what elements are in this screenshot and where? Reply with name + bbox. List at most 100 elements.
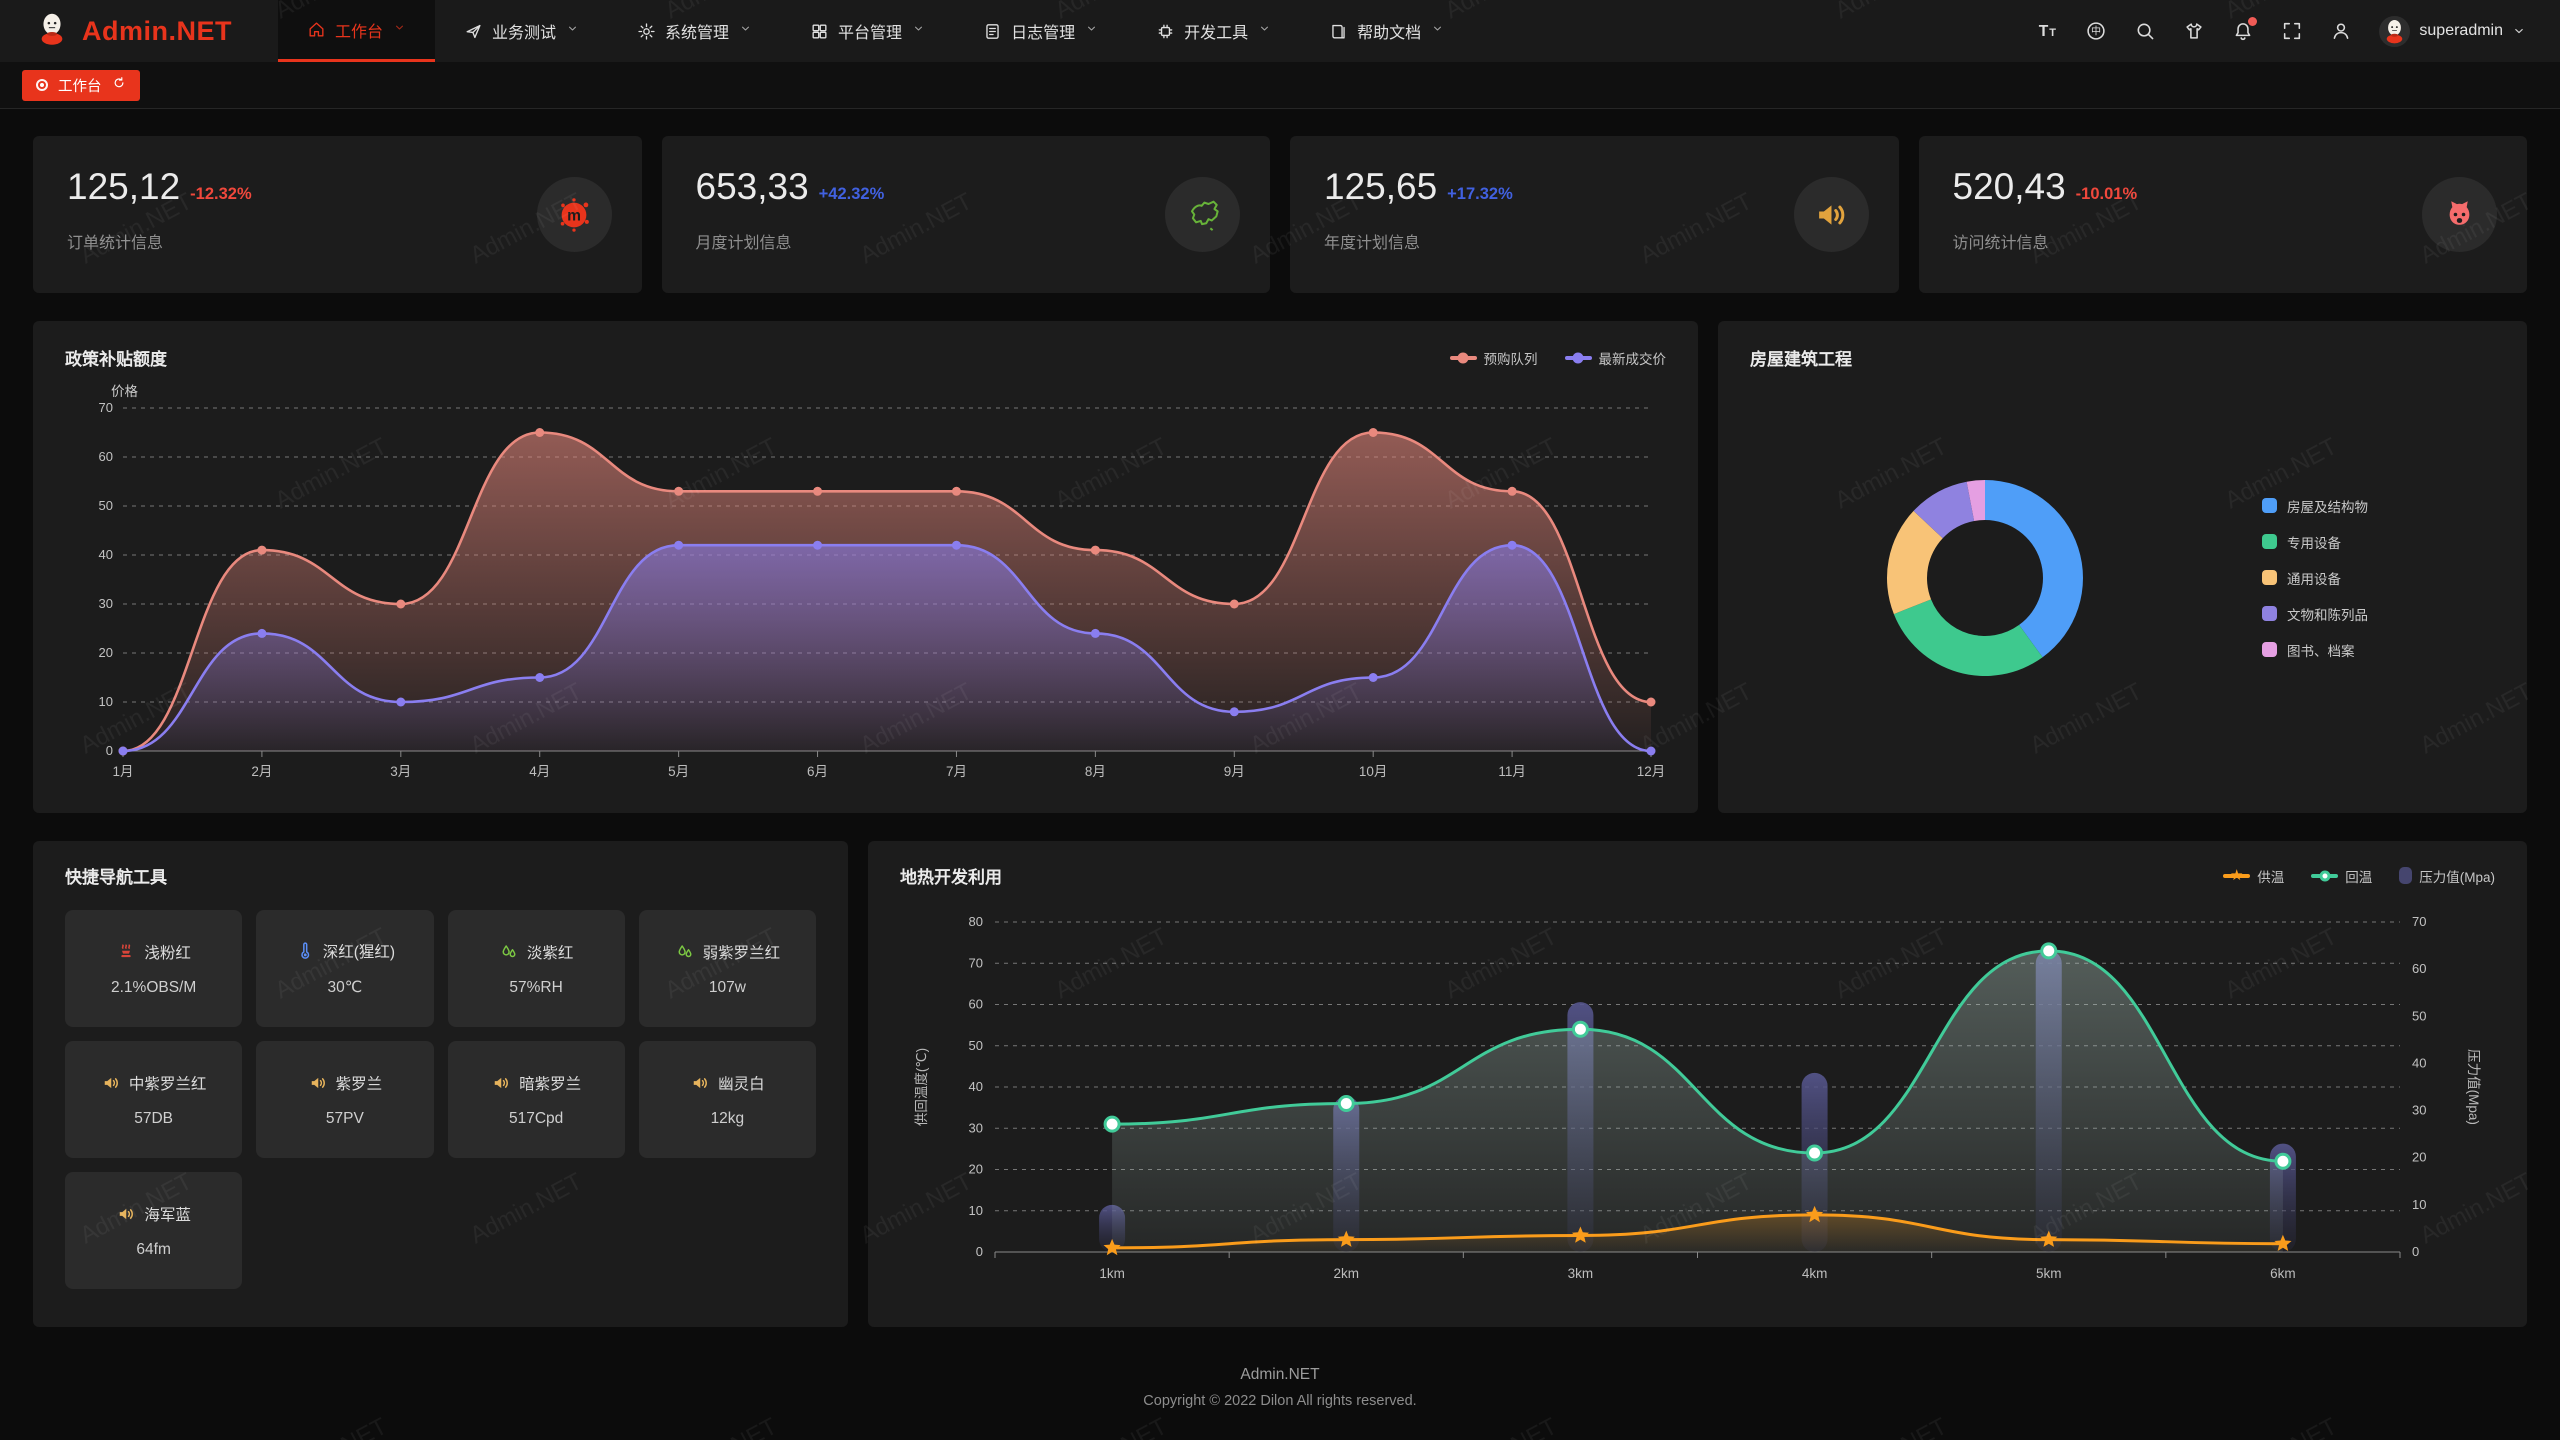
legend-item[interactable]: 专用设备: [2262, 532, 2368, 552]
svg-text:9月: 9月: [1224, 764, 1245, 778]
menu-item-label: 开发工具: [1184, 25, 1249, 42]
svg-text:中: 中: [2091, 24, 2101, 37]
donut-wrap: 房屋及结构物 专用设备通用设备文物和陈列品 图书、档案: [1750, 370, 2495, 785]
language-button[interactable]: 中: [2085, 20, 2107, 42]
refresh-icon[interactable]: [112, 76, 126, 94]
svg-text:3月: 3月: [390, 764, 411, 778]
stat-label: 月度计划信息: [695, 235, 792, 252]
nav-tool-button[interactable]: 淡紫红 57%RH: [447, 910, 625, 1027]
svg-text:10月: 10月: [1359, 764, 1388, 778]
user-menu[interactable]: superadmin: [2379, 15, 2526, 47]
nav-tool-label: 浅粉红: [144, 944, 191, 962]
nav-tool-button[interactable]: 浅粉红 2.1%OBS/M: [65, 910, 243, 1027]
bottom-row: 快捷导航工具 浅粉红 2.1%OBS/M 深红(猩红) 30℃ 淡紫红 57%RH 弱紫罗兰…: [33, 841, 2527, 1327]
penguin-logo-icon: [41, 13, 63, 45]
header-tools: T T 中 superadmin: [2036, 0, 2560, 62]
nav-tool-value: 2.1%OBS/M: [110, 978, 197, 996]
legend-item[interactable]: 房屋及结构物: [2262, 496, 2368, 516]
menu-item-label: 日志管理: [1011, 25, 1076, 42]
speaker-icon: [311, 1077, 325, 1088]
legend-item[interactable]: 回温: [2311, 866, 2372, 886]
area-chart-legend: 预购队列 最新成交价: [1449, 348, 1666, 368]
legend-item[interactable]: ★ 供温: [2223, 866, 2284, 886]
legend-item[interactable]: 最新成交价: [1564, 348, 1666, 368]
menu-item-label: 系统管理: [665, 25, 730, 42]
theme-icon: [2186, 23, 2203, 39]
nav-tool-value: 57%RH: [509, 978, 563, 996]
svg-text:10: 10: [99, 694, 113, 709]
stat-delta: -12.32%: [190, 185, 252, 203]
svg-text:T: T: [2039, 23, 2049, 40]
book-icon: [1332, 24, 1345, 39]
stat-icon-circle: [1793, 177, 1869, 252]
svg-text:40: 40: [2412, 1055, 2426, 1070]
nav-tool-button[interactable]: 幽灵白 12kg: [638, 1041, 816, 1158]
menu-item-doc[interactable]: 日志管理: [954, 0, 1127, 62]
menu-item-grid[interactable]: 平台管理: [781, 0, 954, 62]
stat-icon-circle: [1165, 177, 1240, 252]
theme-button[interactable]: [2183, 20, 2205, 42]
svg-text:20: 20: [2412, 1150, 2426, 1165]
notification-badge: [2248, 17, 2258, 26]
legend-item[interactable]: 预购队列: [1449, 348, 1538, 368]
brand[interactable]: Admin.NET: [0, 0, 278, 62]
stat-delta: +42.32%: [818, 185, 885, 203]
nav-tool-label: 紫罗兰: [335, 1075, 383, 1093]
svg-text:10: 10: [969, 1203, 983, 1218]
fullscreen-button[interactable]: [2281, 20, 2303, 42]
svg-text:供回温度(℃): 供回温度(℃): [914, 1048, 929, 1126]
svg-text:m: m: [567, 207, 581, 224]
legend-item[interactable]: 通用设备: [2262, 568, 2368, 588]
svg-text:0: 0: [2412, 1244, 2419, 1259]
svg-text:20: 20: [969, 1162, 983, 1177]
nav-tool-button[interactable]: 暗紫罗兰 517Cpd: [447, 1041, 625, 1158]
chevron-icon: [1261, 26, 1269, 31]
svg-text:T: T: [2050, 27, 2057, 39]
menu-item-home[interactable]: 工作台: [278, 0, 436, 62]
send-icon: [466, 24, 481, 38]
tab-workbench[interactable]: 工作台: [22, 69, 140, 101]
menu-item-label: 业务测试: [492, 25, 557, 42]
menu-item-send[interactable]: 业务测试: [435, 0, 608, 62]
nav-tool-button[interactable]: 弱紫罗兰红 107w: [638, 910, 816, 1027]
svg-text:1月: 1月: [112, 764, 133, 778]
nav-tool-button[interactable]: 海军蓝 64fm: [65, 1172, 243, 1289]
water-drops-icon: [502, 944, 516, 957]
charts-row: 政策补贴额度 预购队列 最新成交价 0 10 20 30 40 50 60 70 价格 1月 2月 3月…: [33, 321, 2527, 813]
nav-tool-label: 淡紫红: [526, 944, 574, 962]
person-button[interactable]: [2330, 20, 2352, 42]
nav-tool-value: 64fm: [136, 1240, 171, 1258]
svg-text:4月: 4月: [529, 764, 550, 778]
stat-label: 访问统计信息: [1952, 235, 2049, 252]
svg-text:7月: 7月: [946, 764, 967, 778]
china-map-icon: [1190, 200, 1219, 231]
nav-tool-button[interactable]: 深红(猩红) 30℃: [256, 910, 434, 1027]
menu-item-label: 帮助文档: [1357, 25, 1422, 42]
nav-tool-value: 517Cpd: [508, 1109, 564, 1127]
legend-item[interactable]: 图书、档案: [2262, 640, 2368, 660]
heat-icon: [121, 943, 132, 957]
menu-item-gear[interactable]: 系统管理: [608, 0, 781, 62]
nav-tool-label: 弱紫罗兰红: [702, 944, 781, 962]
nav-tool-button[interactable]: 紫罗兰 57PV: [256, 1041, 434, 1158]
notification-button[interactable]: [2232, 17, 2258, 42]
nav-tool-button[interactable]: 中紫罗兰红 57DB: [65, 1041, 243, 1158]
quick-nav-title: 快捷导航工具: [65, 868, 167, 887]
stat-delta: -10.01%: [2075, 185, 2138, 203]
legend-item[interactable]: 文物和陈列品: [2262, 604, 2368, 624]
card-geothermal: 地热开发利用 ★ 供温 回温 压力值(Mpa) 0 10 20 30 40 50 60 70 80 0 1…: [868, 841, 2527, 1327]
chevron-icon: [742, 26, 750, 31]
card-quick-nav: 快捷导航工具 浅粉红 2.1%OBS/M 深红(猩红) 30℃ 淡紫红 57%RH 弱紫罗兰…: [33, 841, 848, 1327]
menu-item-book[interactable]: 帮助文档: [1300, 0, 1473, 62]
search-button[interactable]: [2134, 20, 2156, 42]
main-content: 125,12 -12.32% 订单统计信息 m 653,33 +42.32% 月度计划…: [0, 136, 2560, 1414]
menu-item-chip[interactable]: 开发工具: [1127, 0, 1300, 62]
svg-text:40: 40: [969, 1079, 983, 1094]
main-menu: 工作台 业务测试 系统管理 平台管理 日志管理 开发工具 帮助文档: [278, 0, 1473, 62]
geo-chart-legend: ★ 供温 回温 压力值(Mpa): [2223, 866, 2495, 886]
legend-item[interactable]: 压力值(Mpa): [2399, 866, 2495, 886]
speaker-icon: [494, 1077, 509, 1088]
